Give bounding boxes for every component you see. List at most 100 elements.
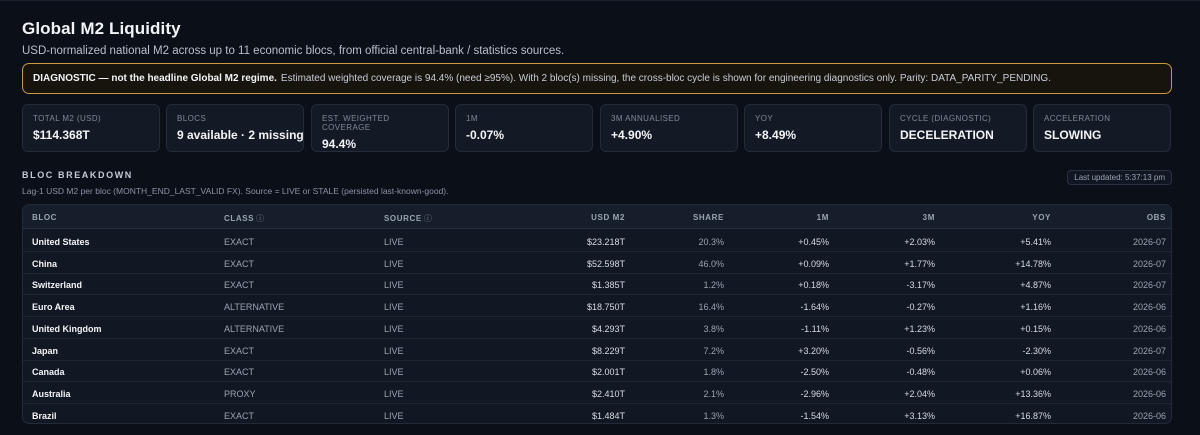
cell-source: LIVE: [384, 280, 404, 291]
cell-usd-m2: $18.750T: [586, 302, 625, 313]
cell-source: LIVE: [384, 345, 404, 356]
cell-3m: -0.48%: [906, 367, 935, 378]
cell-3m: -0.27%: [906, 302, 935, 313]
cell-yoy: +4.87%: [1020, 280, 1051, 291]
stat-card-yoy: YOY +8.49%: [744, 104, 882, 152]
cell-usd-m2: $1.385T: [591, 280, 625, 291]
stat-card-blocs: BLOCS 9 available · 2 missing: [166, 104, 304, 152]
stat-cards: TOTAL M2 (USD) $114.368T BLOCS 9 availab…: [22, 104, 1172, 152]
cell-class: ALTERNATIVE: [224, 323, 285, 334]
cell-class: EXACT: [224, 280, 255, 291]
cell-source: LIVE: [384, 388, 404, 399]
table-row[interactable]: Euro Area ALTERNATIVE LIVE $18.750T 16.4% -1.…: [23, 295, 1171, 318]
cell-1m: +3.20%: [798, 345, 829, 356]
cell-bloc: United States: [32, 237, 90, 247]
cell-source: LIVE: [384, 367, 404, 378]
column-header-yoy[interactable]: YOY: [1032, 213, 1051, 222]
cell-class: EXACT: [224, 367, 255, 378]
cell-share: 46.0%: [698, 258, 724, 269]
cell-share: 7.2%: [703, 345, 724, 356]
column-header-bloc[interactable]: BLOC: [32, 213, 58, 222]
cell-obs: 2026-07: [1132, 258, 1166, 269]
cell-3m: +1.23%: [904, 323, 935, 334]
cell-yoy: +0.15%: [1020, 323, 1051, 334]
cell-obs: 2026-07: [1132, 345, 1166, 356]
page-subtitle: USD-normalized national M2 across up to …: [22, 45, 565, 57]
cell-bloc: Japan: [32, 345, 59, 356]
column-header-3m[interactable]: 3M: [922, 213, 935, 222]
cell-share: 3.8%: [703, 323, 724, 334]
table-row[interactable]: United States EXACT LIVE $23.218T 20.3% +0.45…: [23, 230, 1171, 252]
cell-yoy: +5.41%: [1020, 237, 1051, 247]
cell-1m: -1.54%: [800, 410, 829, 421]
cell-yoy: +1.16%: [1020, 302, 1051, 313]
stat-label: BLOCS: [177, 114, 207, 123]
top-divider: [0, 0, 1200, 1]
stat-card-coverage: EST. WEIGHTED COVERAGE 94.4%: [311, 104, 449, 152]
cell-bloc: United Kingdom: [32, 323, 102, 334]
cell-usd-m2: $23.218T: [586, 237, 625, 247]
info-icon[interactable]: ⓘ: [256, 214, 265, 223]
stat-value: -0.07%: [466, 128, 505, 142]
table-row[interactable]: Switzerland EXACT LIVE $1.385T 1.2% +0.18% -3.…: [23, 273, 1171, 296]
cell-yoy: -2.30%: [1022, 345, 1051, 356]
cell-bloc: Canada: [32, 367, 65, 378]
cell-3m: -3.17%: [906, 280, 935, 291]
cell-class: PROXY: [224, 388, 256, 399]
column-header-usd-m2[interactable]: USD M2: [591, 213, 625, 222]
cell-1m: -2.50%: [800, 367, 829, 378]
cell-3m: +2.03%: [904, 237, 935, 247]
column-header-source[interactable]: SOURCE ⓘ: [384, 213, 432, 224]
stat-value: DECELERATION: [900, 128, 994, 142]
cell-obs: 2026-06: [1132, 367, 1166, 378]
stat-label: 3M ANNUALISED: [611, 114, 681, 123]
cell-share: 20.3%: [698, 237, 724, 247]
table-row[interactable]: Japan EXACT LIVE $8.229T 7.2% +3.20% -0.56% -2.…: [23, 339, 1171, 361]
cell-1m: +0.18%: [798, 280, 829, 291]
cell-usd-m2: $2.001T: [591, 367, 625, 378]
cell-1m: -1.11%: [801, 323, 829, 334]
cell-bloc: Euro Area: [32, 302, 75, 313]
stat-label: EST. WEIGHTED COVERAGE: [322, 114, 390, 132]
cell-obs: 2026-06: [1132, 323, 1166, 334]
section-subtitle: Lag-1 USD M2 per bloc (MONTH_END_LAST_VA…: [22, 186, 449, 196]
cell-share: 2.1%: [703, 388, 724, 399]
cell-yoy: +0.06%: [1020, 367, 1051, 378]
cell-source: LIVE: [384, 323, 404, 334]
column-header-1m[interactable]: 1M: [816, 213, 829, 222]
cell-usd-m2: $52.598T: [586, 258, 625, 269]
column-header-class[interactable]: CLASS ⓘ: [224, 213, 265, 224]
cell-3m: +2.04%: [904, 388, 935, 399]
cell-source: LIVE: [384, 258, 404, 269]
column-header-obs[interactable]: OBS: [1146, 213, 1166, 222]
stat-value: 9 available · 2 missing: [177, 128, 304, 142]
stat-value: +8.49%: [755, 128, 797, 142]
cell-share: 1.3%: [703, 410, 724, 421]
cell-bloc: China: [32, 258, 58, 269]
cell-1m: +0.45%: [798, 237, 829, 247]
table-header: BLOC CLASS ⓘ SOURCE ⓘ USD M2 SHARE 1M 3M Y…: [23, 205, 1171, 229]
cell-class: EXACT: [224, 410, 255, 421]
stat-label: CYCLE (DIAGNOSTIC): [900, 114, 992, 123]
cell-usd-m2: $2.410T: [591, 388, 625, 399]
stat-label: 1M: [466, 114, 478, 123]
cell-bloc: Brazil: [32, 410, 57, 421]
stat-card-cycle: CYCLE (DIAGNOSTIC) DECELERATION: [889, 104, 1027, 152]
cell-source: LIVE: [384, 237, 404, 247]
table-row[interactable]: China EXACT LIVE $52.598T 46.0% +0.09% +1.77% +…: [23, 252, 1171, 274]
table-row[interactable]: Brazil EXACT LIVE $1.484T 1.3% -1.54% +3.13% +1…: [23, 404, 1171, 423]
info-icon[interactable]: ⓘ: [423, 214, 433, 223]
cell-class: ALTERNATIVE: [224, 302, 285, 313]
table-row[interactable]: United Kingdom ALTERNATIVE LIVE $4.293T 3.8%…: [23, 317, 1171, 339]
cell-obs: 2026-06: [1132, 388, 1166, 399]
cell-yoy: +16.87%: [1015, 410, 1051, 421]
table-row[interactable]: Canada EXACT LIVE $2.001T 1.8% -2.50% -0.48% +0…: [23, 360, 1171, 383]
section-title: BLOC BREAKDOWN: [22, 170, 133, 180]
page-title: Global M2 Liquidity: [22, 19, 181, 38]
cell-usd-m2: $4.293T: [591, 323, 625, 334]
cell-1m: +0.09%: [798, 258, 829, 269]
cell-bloc: Australia: [32, 388, 71, 399]
column-header-share[interactable]: SHARE: [692, 213, 724, 222]
stat-card-acceleration: ACCELERATION SLOWING: [1033, 104, 1171, 152]
table-row[interactable]: Australia PROXY LIVE $2.410T 2.1% -2.96% +2.04…: [23, 382, 1171, 404]
